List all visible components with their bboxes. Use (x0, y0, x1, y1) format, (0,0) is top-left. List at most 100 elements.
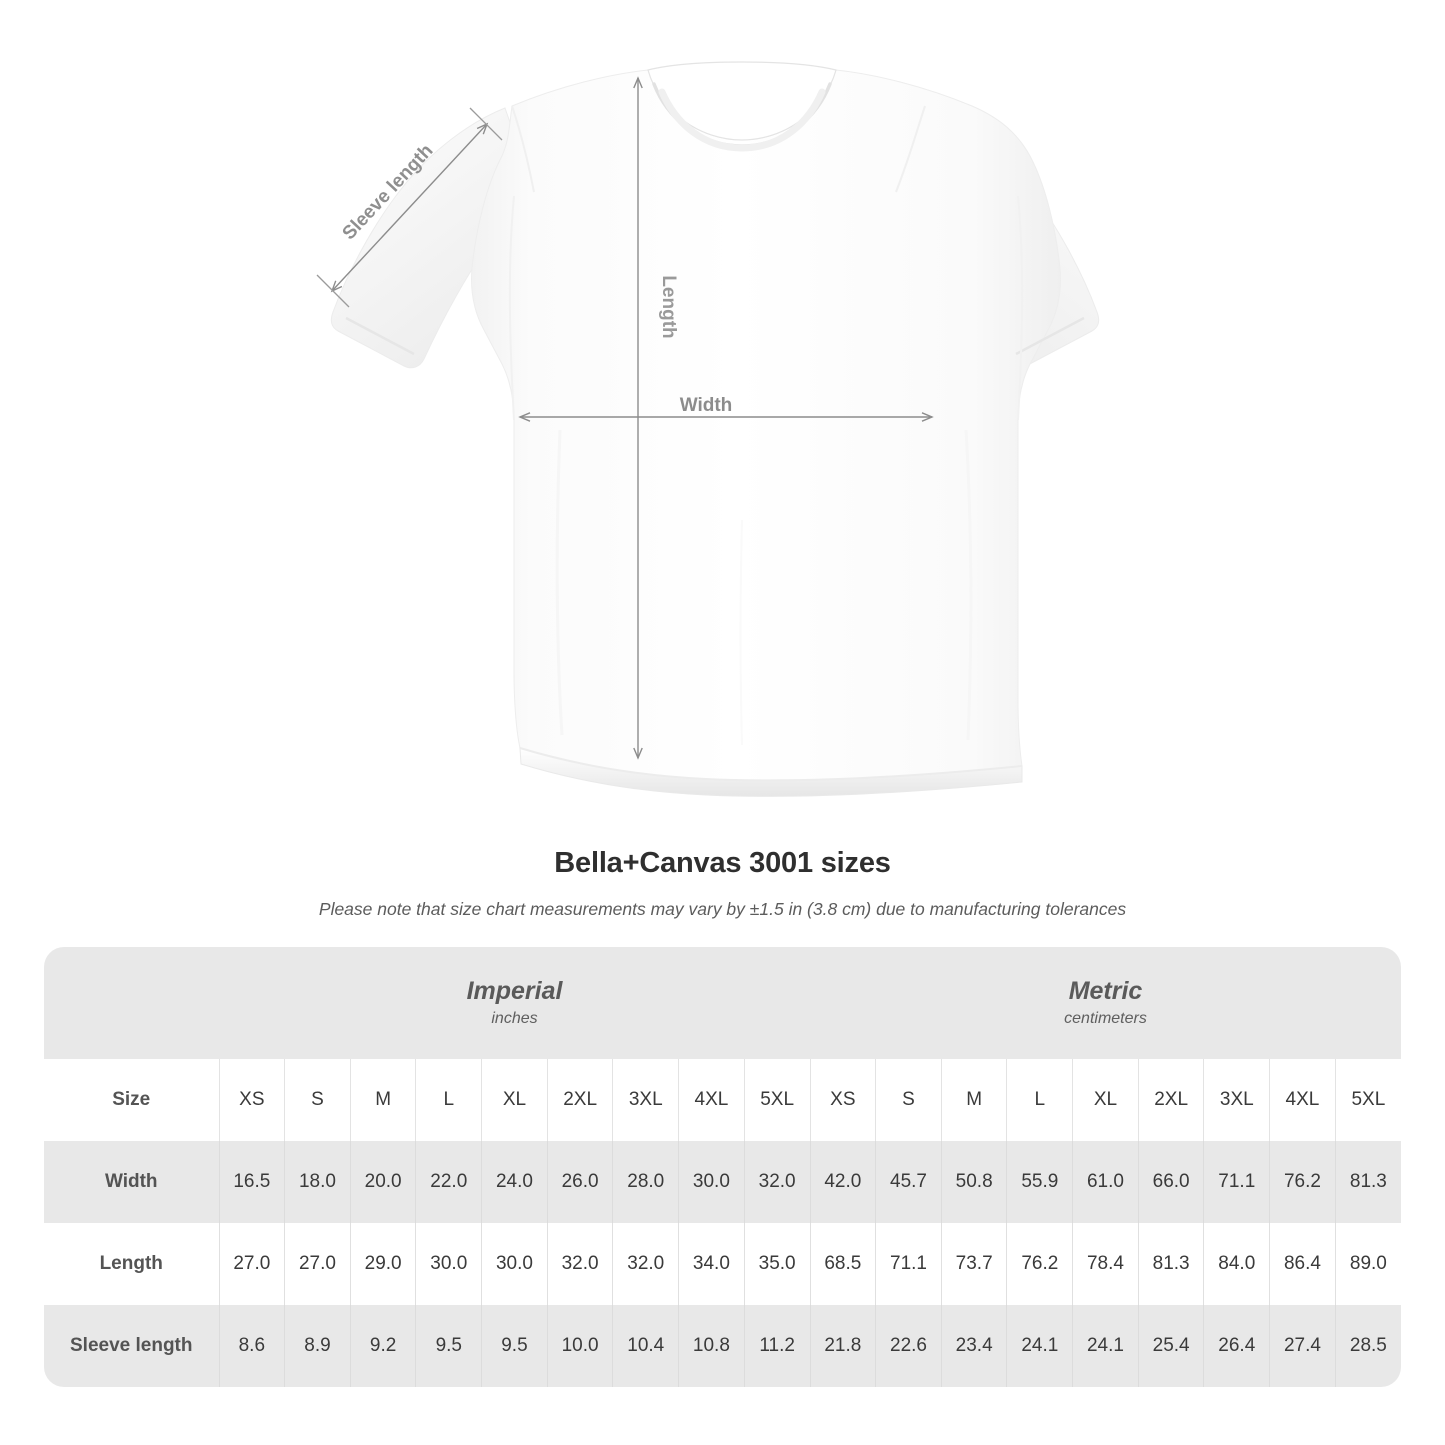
sleeve-tick-bottom (316, 274, 350, 308)
size-chart-table-container: Imperial inches Metric centimeters Size … (44, 947, 1401, 1387)
cell-length-imperial-3xl: 32.0 (612, 1223, 679, 1305)
cell-length-imperial-xs: 27.0 (218, 1223, 285, 1305)
cell-length-metric-3xl: 84.0 (1203, 1223, 1270, 1305)
size-col-metric-xs: XS (809, 1059, 876, 1141)
left-cuff-hem (345, 316, 415, 356)
cell-width-imperial-s: 18.0 (284, 1141, 351, 1223)
unit-banner-row: Imperial inches Metric centimeters (44, 947, 1401, 1059)
size-col-metric-3xl: 3XL (1203, 1059, 1270, 1141)
table-row: Width 16.5 18.0 20.0 22.0 24.0 26.0 28.0… (44, 1141, 1401, 1223)
table-row: Sleeve length 8.6 8.9 9.2 9.5 9.5 10.0 1… (44, 1305, 1401, 1387)
cell-sleeve-metric-3xl: 26.4 (1203, 1305, 1270, 1387)
cell-sleeve-metric-5xl: 28.5 (1334, 1305, 1401, 1387)
measurement-annotations (316, 76, 934, 760)
right-shoulder-seam (895, 105, 926, 193)
cell-sleeve-imperial-l: 9.5 (415, 1305, 482, 1387)
unit-group-imperial-name: Imperial (466, 976, 563, 1005)
collar-opening (647, 61, 837, 141)
cell-length-metric-xs: 68.5 (809, 1223, 876, 1305)
cell-sleeve-imperial-5xl: 11.2 (743, 1305, 811, 1387)
collar-inner-shadow (658, 88, 826, 152)
cell-width-imperial-m: 20.0 (349, 1141, 416, 1223)
cell-width-imperial-4xl: 30.0 (678, 1141, 745, 1223)
cell-length-imperial-m: 29.0 (349, 1223, 416, 1305)
bottom-hem-fold (519, 747, 1023, 782)
size-col-metric-m: M (940, 1059, 1007, 1141)
row-label-length: Length (44, 1223, 219, 1305)
length-label: Length (658, 275, 679, 338)
unit-group-imperial: Imperial inches (219, 947, 811, 1059)
width-label: Width (680, 395, 733, 416)
cell-length-metric-s: 71.1 (875, 1223, 942, 1305)
unit-banner-blank (44, 947, 219, 1059)
size-chart-table: Imperial inches Metric centimeters Size … (44, 947, 1401, 1387)
garment-shape (330, 61, 1100, 797)
cell-sleeve-metric-xs: 21.8 (809, 1305, 876, 1387)
cell-length-metric-4xl: 86.4 (1269, 1223, 1336, 1305)
unit-group-metric-sub: centimeters (1064, 1009, 1147, 1027)
right-cuff-hem (1015, 316, 1085, 356)
title-block: Bella+Canvas 3001 sizes Please note that… (0, 845, 1445, 920)
left-shoulder-seam (511, 105, 535, 193)
fabric-fold-center (739, 519, 743, 746)
cell-sleeve-imperial-s: 8.9 (284, 1305, 351, 1387)
size-col-imperial-3xl: 3XL (612, 1059, 679, 1141)
cell-sleeve-imperial-xs: 8.6 (218, 1305, 285, 1387)
tshirt-illustration: Sleeve length Length Width (316, 61, 1100, 797)
cell-sleeve-metric-m: 23.4 (940, 1305, 1007, 1387)
row-label-sleeve-length: Sleeve length (44, 1305, 219, 1387)
cell-length-metric-5xl: 89.0 (1334, 1223, 1401, 1305)
size-header-label: Size (44, 1059, 219, 1141)
right-armhole-seam (1017, 195, 1024, 421)
cell-length-imperial-2xl: 32.0 (546, 1223, 613, 1305)
cell-sleeve-imperial-4xl: 10.8 (678, 1305, 745, 1387)
cell-sleeve-metric-4xl: 27.4 (1269, 1305, 1336, 1387)
cell-sleeve-imperial-3xl: 10.4 (612, 1305, 679, 1387)
size-col-metric-5xl: 5XL (1334, 1059, 1401, 1141)
unit-group-imperial-sub: inches (491, 1009, 538, 1027)
tshirt-diagram: Sleeve length Length Width (316, 61, 1100, 797)
cell-length-imperial-xl: 30.0 (481, 1223, 548, 1305)
cell-width-imperial-xs: 16.5 (218, 1141, 285, 1223)
size-col-metric-4xl: 4XL (1269, 1059, 1336, 1141)
cell-sleeve-metric-2xl: 25.4 (1137, 1305, 1204, 1387)
tolerance-note: Please note that size chart measurements… (318, 899, 1127, 919)
cell-width-imperial-xl: 24.0 (481, 1141, 548, 1223)
cell-length-metric-l: 76.2 (1006, 1223, 1073, 1305)
cell-sleeve-imperial-2xl: 10.0 (546, 1305, 613, 1387)
cell-sleeve-metric-l: 24.1 (1006, 1305, 1073, 1387)
cell-length-imperial-5xl: 35.0 (743, 1223, 811, 1305)
size-col-metric-s: S (875, 1059, 942, 1141)
cell-length-imperial-l: 30.0 (415, 1223, 482, 1305)
size-col-metric-xl: XL (1072, 1059, 1139, 1141)
cell-width-imperial-2xl: 26.0 (546, 1141, 613, 1223)
cell-width-imperial-l: 22.0 (415, 1141, 482, 1223)
size-col-imperial-s: S (284, 1059, 351, 1141)
size-col-imperial-l: L (415, 1059, 482, 1141)
unit-group-metric-name: Metric (1068, 976, 1143, 1005)
sleeve-arrow-line (330, 122, 489, 293)
cell-width-metric-l: 55.9 (1006, 1141, 1073, 1223)
size-header-row: Size XS S M L XL 2XL 3XL 4XL 5XL XS S M … (44, 1059, 1401, 1141)
cell-width-metric-4xl: 76.2 (1269, 1141, 1336, 1223)
fabric-fold-left (555, 429, 564, 736)
cell-length-metric-xl: 78.4 (1072, 1223, 1139, 1305)
size-col-imperial-5xl: 5XL (743, 1059, 811, 1141)
cell-width-metric-m: 50.8 (940, 1141, 1007, 1223)
cell-width-metric-5xl: 81.3 (1334, 1141, 1401, 1223)
cell-sleeve-metric-xl: 24.1 (1072, 1305, 1139, 1387)
cell-width-metric-s: 45.7 (875, 1141, 942, 1223)
cell-width-imperial-3xl: 28.0 (612, 1141, 679, 1223)
cell-width-metric-3xl: 71.1 (1203, 1141, 1270, 1223)
fabric-fold-right (964, 429, 973, 741)
cell-length-imperial-4xl: 34.0 (678, 1223, 745, 1305)
cell-width-metric-xl: 61.0 (1072, 1141, 1139, 1223)
cell-length-imperial-s: 27.0 (284, 1223, 351, 1305)
cell-sleeve-imperial-m: 9.2 (349, 1305, 416, 1387)
size-col-imperial-xs: XS (218, 1059, 285, 1141)
cell-sleeve-metric-s: 22.6 (875, 1305, 942, 1387)
size-col-imperial-xl: XL (481, 1059, 548, 1141)
cell-width-metric-xs: 42.0 (809, 1141, 876, 1223)
table-row: Length 27.0 27.0 29.0 30.0 30.0 32.0 32.… (44, 1223, 1401, 1305)
size-col-imperial-m: M (349, 1059, 416, 1141)
